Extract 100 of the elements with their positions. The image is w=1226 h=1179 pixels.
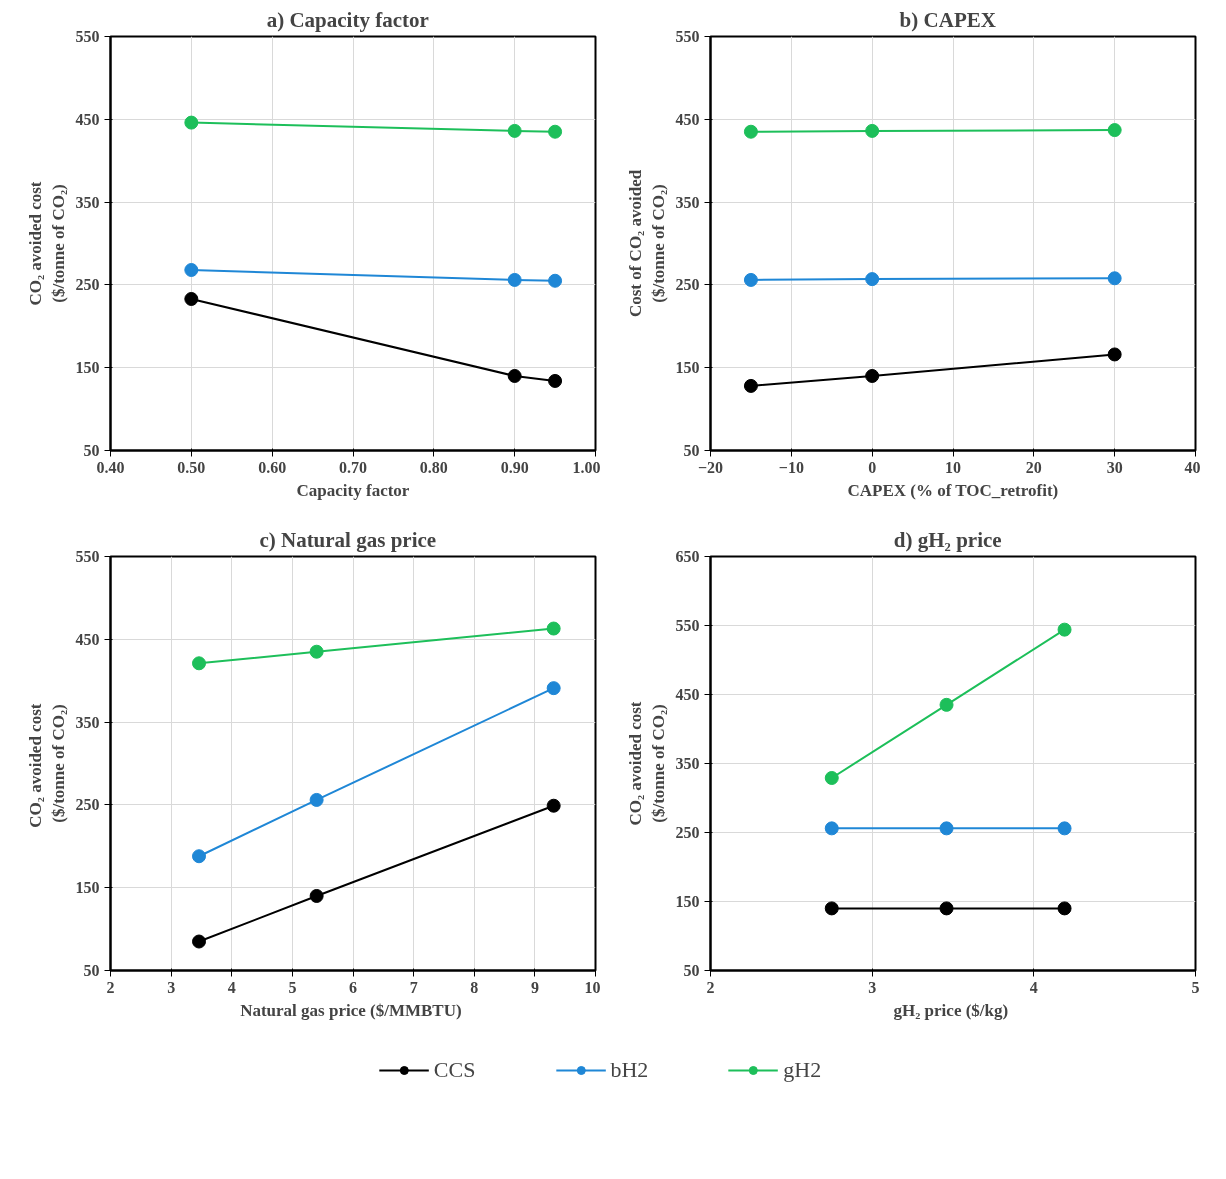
x-tick-label: 40	[1184, 458, 1201, 476]
point	[743, 378, 758, 393]
point	[184, 263, 199, 277]
y-axis-title: CO₂ avoided cost ($/tonne of CO₂)	[625, 701, 668, 826]
point	[546, 621, 561, 636]
point	[743, 124, 758, 139]
x-tick-label: 2	[106, 978, 115, 996]
point	[507, 368, 522, 383]
point	[1107, 123, 1122, 138]
point	[1107, 347, 1122, 362]
x-tick-label: 0.60	[258, 458, 287, 476]
x-tick-label: 0.50	[177, 458, 206, 476]
x-tick-label: 10	[945, 458, 961, 476]
point	[1057, 821, 1072, 836]
x-axis-title: gH₂ price ($/kg)	[893, 1000, 1009, 1020]
y-tick-label: 450	[75, 630, 100, 648]
point	[939, 697, 954, 712]
y-tick-label: 150	[675, 893, 700, 910]
y-tick-label: 250	[675, 276, 700, 294]
x-tick-label: 8	[470, 978, 479, 996]
point	[507, 123, 522, 138]
y-tick-label: 450	[75, 110, 100, 128]
point	[824, 771, 839, 785]
point	[1057, 622, 1072, 637]
x-tick-label: 3	[167, 978, 176, 996]
x-tick-label: 10	[584, 978, 601, 996]
y-axis-title: CO₂ avoided cost ($/tonne of CO₂)	[25, 181, 68, 306]
y-tick-label: 350	[675, 755, 700, 772]
y-tick-label: 350	[75, 713, 100, 731]
legend-label: bH2	[610, 1057, 649, 1083]
x-axis-title: CAPEX (% of TOC_retrofit)	[847, 480, 1059, 500]
point	[548, 124, 563, 139]
point	[192, 656, 207, 671]
y-tick-label: 550	[75, 548, 100, 565]
x-tick-label: 5	[288, 978, 297, 996]
x-tick-label: 30	[1106, 458, 1123, 476]
y-tick-label: 250	[75, 796, 100, 814]
x-tick-label: 0.90	[500, 458, 529, 476]
chart-title: c) Natural gas price	[259, 527, 437, 552]
x-tick-label: 0.80	[419, 458, 448, 476]
x-tick-label: 0	[868, 458, 877, 476]
y-tick-label: 550	[675, 617, 700, 634]
chart-title: d) gH₂ price	[893, 527, 1002, 552]
y-tick-label: 250	[675, 824, 700, 841]
point	[309, 644, 324, 659]
y-tick-label: 450	[675, 686, 700, 703]
x-tick-label: 7	[409, 978, 418, 996]
y-tick-label: 350	[75, 193, 100, 211]
x-tick-label: −20	[697, 458, 724, 476]
point	[309, 888, 324, 903]
x-tick-label: 4	[1029, 978, 1038, 996]
point	[546, 798, 561, 813]
x-tick-label: 5	[1191, 978, 1200, 996]
x-tick-label: 3	[868, 978, 877, 996]
chart-title: a) Capacity factor	[266, 7, 429, 32]
chart-title: b) CAPEX	[899, 7, 996, 32]
x-tick-label: 6	[349, 978, 357, 996]
x-axis-title: Capacity factor	[296, 480, 410, 500]
point	[865, 272, 880, 287]
point	[192, 934, 207, 949]
y-axis-title: CO₂ avoided cost ($/tonne of CO₂)	[25, 703, 68, 828]
y-tick-label: 50	[683, 962, 700, 979]
point	[865, 123, 880, 138]
y-tick-label: 50	[83, 442, 100, 459]
y-tick-label: 50	[83, 962, 100, 979]
point	[1107, 271, 1122, 286]
legend-label: CCS	[433, 1057, 476, 1083]
x-tick-label: 20	[1025, 458, 1042, 476]
y-tick-label: 150	[75, 359, 100, 377]
point	[507, 272, 522, 287]
x-axis-title: Natural gas price ($/MMBTU)	[240, 1000, 462, 1020]
legend-label: gH2	[783, 1057, 822, 1083]
y-tick-label: 50	[683, 442, 700, 459]
x-tick-label: 0.70	[339, 458, 367, 476]
x-tick-label: 2	[706, 978, 715, 996]
point	[824, 901, 839, 916]
y-tick-label: 550	[675, 28, 700, 45]
y-tick-label: 150	[675, 359, 700, 377]
point	[184, 291, 199, 306]
y-tick-label: 650	[675, 548, 700, 565]
point	[939, 901, 954, 916]
point	[309, 792, 324, 807]
point	[865, 368, 880, 383]
y-tick-label: 250	[75, 276, 100, 294]
y-axis-title: Cost of CO₂ avoided ($/tonne of CO₂)	[625, 169, 668, 318]
x-tick-label: 1.00	[572, 458, 601, 476]
point	[1057, 901, 1072, 916]
point	[546, 681, 561, 696]
point	[192, 849, 207, 864]
point	[184, 115, 199, 130]
x-tick-label: −10	[778, 458, 804, 476]
y-tick-label: 550	[75, 28, 100, 45]
y-tick-label: 350	[675, 193, 700, 211]
y-tick-label: 450	[675, 110, 700, 128]
point	[548, 373, 563, 388]
point	[548, 273, 563, 288]
point	[939, 821, 954, 836]
x-tick-label: 4	[227, 978, 236, 996]
x-tick-label: 0.40	[96, 458, 125, 476]
y-tick-label: 150	[75, 879, 100, 897]
